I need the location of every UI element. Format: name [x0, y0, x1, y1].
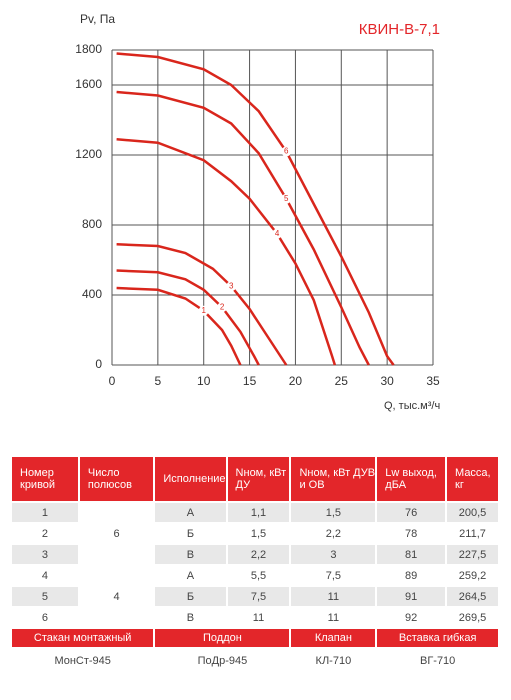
table-cell: 92 [405, 611, 418, 624]
table-cell: В [155, 545, 226, 564]
x-tick-label: 20 [289, 374, 303, 388]
x-tick-label: 25 [335, 374, 349, 388]
table-cell: Nном, кВт ДУВ и ОВ [291, 457, 376, 501]
curve-label: 6 [284, 147, 289, 156]
y-tick-label: 800 [82, 217, 102, 231]
curve [116, 90, 370, 366]
table-cell: Клапан [291, 629, 376, 647]
x-axis-label: Q, тыс.м³/ч [384, 400, 440, 412]
table-cell: 264,5 [447, 587, 498, 606]
y-tick-label: 400 [82, 287, 102, 301]
table-cell: Номер кривой [12, 457, 78, 501]
y-tick-label: 0 [95, 357, 102, 371]
table-cell: В [186, 611, 195, 624]
curve-label-bg [272, 228, 283, 239]
x-tick-label: 10 [197, 374, 211, 388]
table-cell: А [186, 569, 195, 582]
table-cell: 2,2 [227, 545, 290, 564]
curve-label-bg [217, 302, 228, 313]
table-cell: КЛ-710 [315, 655, 352, 667]
x-tick-label: 15 [243, 374, 257, 388]
table-cell: 2 [41, 527, 48, 540]
y-tick-label: 1200 [75, 147, 102, 161]
table-cell: 1,5 [291, 503, 376, 522]
table-cell: Вставка гибкая [377, 629, 498, 647]
curve-label: 3 [229, 281, 234, 290]
curve [116, 243, 288, 366]
table-cell: Исполнение [155, 457, 226, 501]
table-cell: 2,2 [325, 527, 342, 540]
table-cell: 3 [291, 545, 376, 564]
curve-label-bg [281, 146, 292, 157]
y-tick-label: 1600 [75, 77, 102, 91]
x-tick-label: 5 [155, 374, 162, 388]
table-cell: 4 [41, 569, 48, 582]
table-cell: 5,5 [250, 569, 267, 582]
table-cell: 269,5 [458, 611, 487, 624]
table-cell: Б [186, 527, 195, 540]
curve-label: 2 [220, 302, 225, 311]
curve [116, 138, 337, 366]
curve [116, 269, 260, 366]
table-cell: 211,7 [459, 527, 486, 540]
table-cell: 6 [113, 527, 120, 540]
table-cell: 3 [12, 545, 78, 564]
x-tick-label: 30 [380, 374, 394, 388]
table-cell: 7,5 [325, 569, 342, 582]
curve-label: 5 [284, 194, 289, 203]
table-cell: 227,5 [447, 545, 498, 564]
y-axis-label: Pv, Па [80, 12, 115, 26]
table-cell: 81 [377, 545, 446, 564]
table-cell: 4 [113, 590, 120, 603]
table-cell: Число полюсов [79, 457, 154, 501]
y-tick-label: 1800 [75, 42, 102, 56]
x-tick-label: 0 [109, 374, 116, 388]
table-cell: 11 [327, 611, 340, 624]
table-cell: 1,5 [250, 527, 267, 540]
table-cell: 76 [377, 503, 446, 522]
table-cell: Nном, кВт ДУ [227, 457, 290, 501]
chart: КВИН-В-7,1 Pv, Па Q, тыс.м³/ч 0400800120… [75, 12, 440, 412]
table-cell: А [155, 503, 226, 522]
table-cell: Поддон [155, 629, 290, 647]
spec-table: Номер кривой Число полюсов Исполнение Nном,… [10, 455, 500, 675]
curve [116, 286, 242, 366]
table-cell: 89 [405, 569, 418, 582]
curve-label-bg [281, 193, 292, 204]
table-cell: 6 [41, 611, 48, 624]
table-cell: Б [155, 587, 226, 606]
table-cell: 78 [405, 527, 418, 540]
curve-label-bg [198, 305, 209, 316]
x-tick-label: 35 [426, 374, 440, 388]
table-cell: 200,5 [447, 503, 498, 522]
table-cell: 11 [291, 587, 376, 606]
curve-label: 1 [201, 306, 206, 315]
table-cell: Масса, кг [447, 457, 498, 501]
chart-title: КВИН-В-7,1 [359, 21, 440, 38]
table-cell: 11 [252, 611, 265, 624]
table-cell: 1 [12, 503, 78, 522]
table-cell: 259,2 [458, 569, 487, 582]
table-cell: Стакан монтажный [12, 629, 154, 647]
table-cell: ВГ-710 [419, 655, 456, 667]
curve-label-bg [226, 281, 237, 292]
table-cell: 91 [377, 587, 446, 606]
curve-label: 4 [275, 229, 280, 238]
table-cell: 1,1 [227, 503, 290, 522]
table-cell: 7,5 [227, 587, 290, 606]
table-cell: Lw выход, дБА [377, 457, 446, 501]
table-cell: ПоДр-945 [197, 655, 248, 667]
table-cell: 5 [12, 587, 78, 606]
table-cell: МонСт-945 [54, 655, 111, 667]
